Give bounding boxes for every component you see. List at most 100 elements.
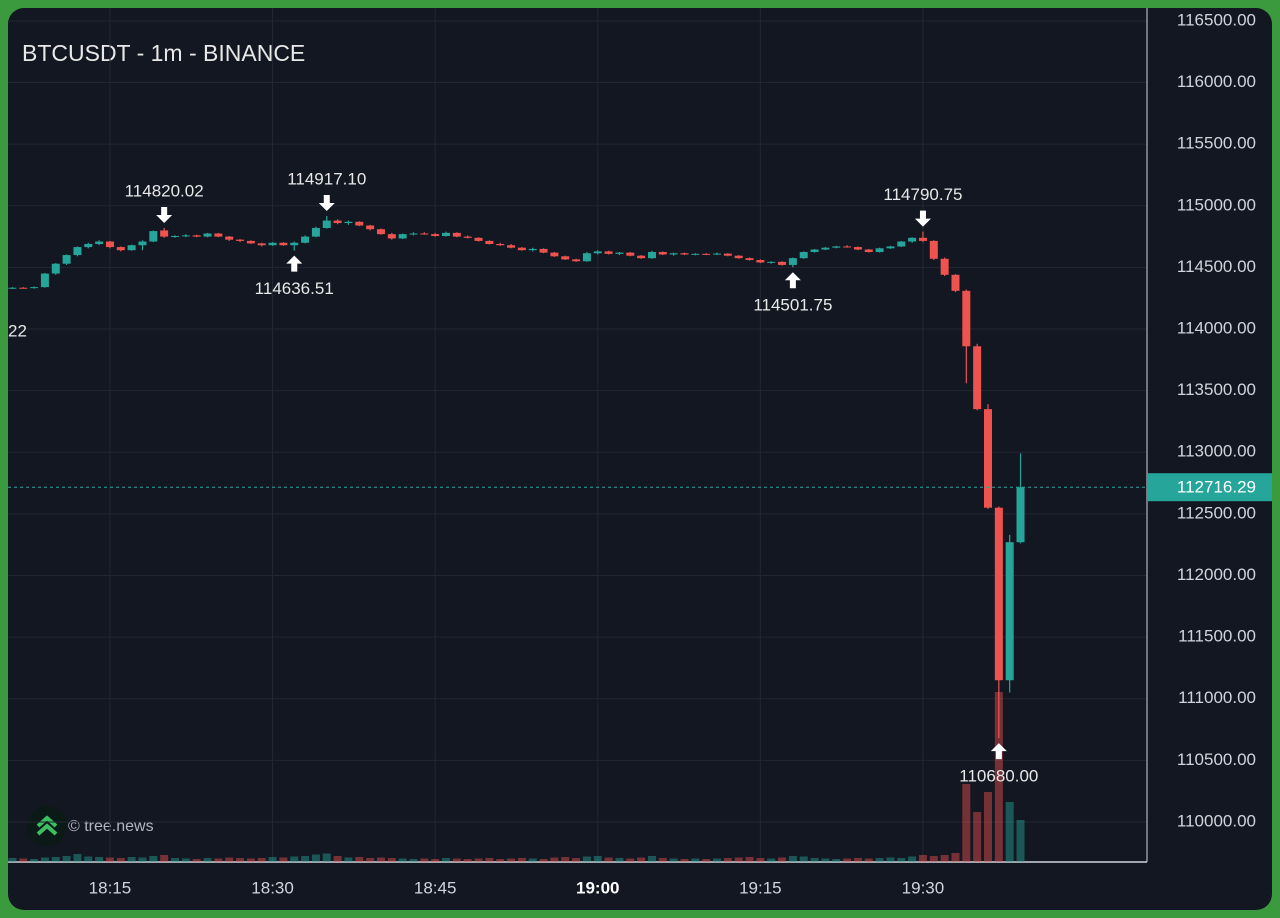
volume-bar bbox=[918, 855, 927, 862]
volume-bar bbox=[181, 858, 190, 862]
volume-bar bbox=[767, 858, 776, 862]
last-price-label: 112716.29 bbox=[1177, 478, 1256, 497]
candle-body bbox=[626, 252, 635, 256]
candle-body bbox=[290, 242, 299, 246]
volume-bar bbox=[897, 858, 906, 862]
candle-body bbox=[843, 246, 852, 248]
volume-bar bbox=[344, 857, 353, 862]
candle-body bbox=[778, 261, 787, 265]
candle-body bbox=[713, 253, 721, 255]
volume-bar bbox=[203, 858, 212, 862]
candle-body bbox=[40, 273, 49, 288]
volume-bar bbox=[517, 858, 526, 862]
candle-body bbox=[8, 287, 17, 289]
volume-bar bbox=[160, 855, 169, 862]
chart-background bbox=[8, 8, 1272, 910]
volume-bar bbox=[463, 859, 472, 862]
volume-bar bbox=[723, 858, 732, 862]
volume-bar bbox=[95, 857, 104, 862]
volume-bar bbox=[691, 858, 700, 862]
candle-body bbox=[116, 247, 125, 251]
candle-body bbox=[474, 237, 483, 241]
volume-bar bbox=[19, 858, 28, 862]
volume-bar bbox=[984, 792, 992, 862]
y-tick-label: 115500.00 bbox=[1177, 134, 1256, 153]
low-marker-arrow bbox=[286, 255, 303, 272]
volume-bar bbox=[669, 858, 678, 862]
candle-body bbox=[236, 239, 245, 241]
volume-bar bbox=[864, 858, 873, 862]
candle-body bbox=[181, 235, 190, 237]
candle-body bbox=[398, 234, 407, 239]
volume-bar bbox=[225, 857, 234, 862]
low-marker-arrow bbox=[990, 743, 1007, 760]
candle-body bbox=[940, 258, 949, 275]
volume-bar bbox=[301, 856, 310, 862]
volume-bar bbox=[962, 784, 971, 862]
candle-body bbox=[311, 227, 320, 237]
candle-body bbox=[73, 247, 82, 256]
candle-body bbox=[322, 220, 331, 228]
candle-body bbox=[409, 233, 418, 235]
candle-body bbox=[962, 290, 971, 347]
volume-bar bbox=[322, 853, 331, 862]
volume-bar bbox=[62, 856, 71, 862]
candle-body bbox=[984, 409, 992, 508]
volume-bar bbox=[788, 856, 797, 862]
volume-bar bbox=[474, 858, 483, 862]
volume-bar bbox=[214, 858, 223, 862]
volume-bar bbox=[929, 856, 938, 862]
candle-body bbox=[171, 235, 179, 237]
volume-bar bbox=[994, 692, 1003, 862]
volume-bar bbox=[886, 857, 895, 862]
candle-body bbox=[203, 233, 212, 237]
volume-bar bbox=[171, 858, 179, 862]
candle-body bbox=[160, 230, 169, 237]
high-marker-arrow bbox=[156, 206, 173, 223]
candle-body bbox=[582, 253, 591, 262]
high-marker-label: 114790.75 bbox=[883, 185, 962, 204]
candle-body bbox=[431, 234, 440, 236]
candle-body bbox=[767, 261, 776, 263]
volume-bar bbox=[246, 858, 255, 862]
candle-body bbox=[886, 246, 895, 249]
volume-bar bbox=[528, 858, 537, 862]
volume-bar bbox=[279, 857, 288, 862]
volume-bar bbox=[73, 854, 82, 862]
low-marker-arrow bbox=[784, 272, 801, 289]
volume-bar bbox=[507, 858, 516, 862]
y-tick-label: 112000.00 bbox=[1177, 565, 1256, 584]
volume-bar bbox=[572, 858, 581, 862]
volume-bar bbox=[138, 857, 147, 862]
volume-bar bbox=[626, 858, 635, 862]
candle-body bbox=[897, 241, 906, 247]
volume-bar bbox=[8, 858, 17, 862]
candle-body bbox=[669, 253, 678, 255]
volume-bar bbox=[940, 855, 949, 862]
volume-bar bbox=[40, 857, 49, 862]
candle-body bbox=[647, 252, 656, 259]
low-marker-label: 114501.75 bbox=[753, 296, 832, 315]
candle-body bbox=[257, 243, 266, 246]
volume-bar bbox=[734, 857, 743, 862]
y-tick-label: 111500.00 bbox=[1178, 627, 1256, 646]
volume-bar bbox=[127, 857, 136, 862]
volume-bar bbox=[745, 857, 754, 862]
candle-body bbox=[680, 253, 689, 255]
volume-bar bbox=[290, 856, 299, 862]
volume-bar bbox=[84, 856, 93, 862]
candle-body bbox=[561, 256, 570, 260]
candle-body bbox=[246, 240, 255, 244]
volume-bar bbox=[116, 858, 125, 862]
volume-bar bbox=[387, 858, 396, 862]
y-tick-label: 110000.00 bbox=[1177, 811, 1256, 830]
volume-bar bbox=[973, 812, 982, 862]
candle-body bbox=[333, 220, 342, 224]
candle-body bbox=[1016, 487, 1025, 543]
candle-body bbox=[463, 236, 472, 238]
volume-bar bbox=[452, 858, 461, 862]
candle-body bbox=[376, 229, 385, 235]
volume-bar bbox=[951, 853, 960, 862]
